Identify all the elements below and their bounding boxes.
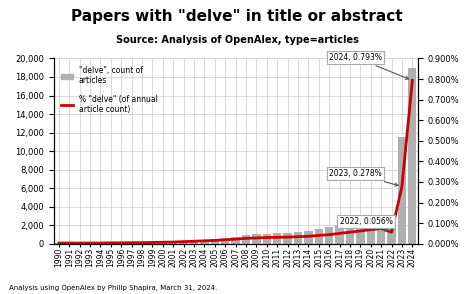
Bar bbox=[138, 242, 146, 244]
Bar bbox=[356, 221, 365, 244]
Legend: "delve", count of
articles, % "delve" (of annual
article count): "delve", count of articles, % "delve" (o… bbox=[57, 62, 162, 118]
Bar bbox=[55, 243, 63, 244]
Bar bbox=[169, 241, 177, 244]
Bar bbox=[273, 233, 282, 244]
Bar bbox=[252, 234, 261, 244]
Bar bbox=[325, 227, 333, 244]
Bar bbox=[377, 220, 385, 244]
Text: 2023, 0.278%: 2023, 0.278% bbox=[329, 169, 398, 186]
Bar bbox=[75, 243, 84, 244]
Text: Papers with "delve" in title or abstract: Papers with "delve" in title or abstract bbox=[71, 9, 403, 24]
Bar bbox=[180, 241, 188, 244]
Bar bbox=[387, 216, 396, 244]
Bar bbox=[315, 229, 323, 244]
Bar bbox=[304, 231, 312, 244]
Bar bbox=[117, 243, 126, 244]
Bar bbox=[210, 239, 219, 244]
Bar bbox=[96, 243, 105, 244]
Text: Source: Analysis of OpenAlex, type=articles: Source: Analysis of OpenAlex, type=artic… bbox=[116, 35, 358, 45]
Bar bbox=[408, 68, 417, 244]
Bar bbox=[398, 137, 406, 244]
Bar bbox=[231, 237, 240, 244]
Text: 2024, 0.793%: 2024, 0.793% bbox=[329, 53, 409, 79]
Bar bbox=[148, 242, 156, 244]
Bar bbox=[221, 238, 229, 244]
Text: Analysis using OpenAlex by Philip Shapira, March 31, 2024.: Analysis using OpenAlex by Philip Shapir… bbox=[9, 285, 218, 291]
Bar bbox=[128, 243, 136, 244]
Bar bbox=[346, 223, 354, 244]
Bar bbox=[294, 232, 302, 244]
Bar bbox=[366, 220, 375, 244]
Bar bbox=[159, 242, 167, 244]
Bar bbox=[190, 240, 198, 244]
Bar bbox=[283, 233, 292, 244]
Bar bbox=[263, 233, 271, 244]
Bar bbox=[65, 243, 73, 244]
Bar bbox=[201, 240, 209, 244]
Bar bbox=[336, 225, 344, 244]
Bar bbox=[242, 235, 250, 244]
Text: 2022, 0.056%: 2022, 0.056% bbox=[339, 217, 392, 231]
Bar bbox=[107, 243, 115, 244]
Bar bbox=[86, 243, 94, 244]
